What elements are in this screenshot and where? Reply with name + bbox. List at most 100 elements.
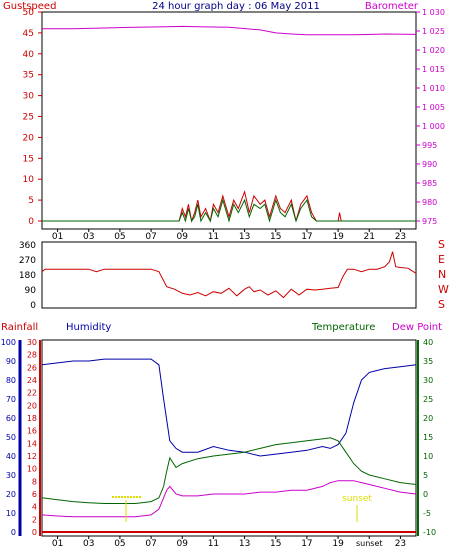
temperature-tick-label: 30: [423, 376, 433, 385]
temperature-tick-label: 10: [423, 452, 433, 461]
x-tick-label: 15: [270, 539, 281, 549]
x-tick-label: 23: [395, 232, 406, 242]
barometer-tick-label: 1 030: [422, 8, 445, 17]
panel3-frame: [41, 339, 417, 537]
humidity-tick-label: 90: [6, 357, 16, 366]
series-temperature-line: [41, 437, 417, 504]
gust-tick-label: 25: [23, 113, 34, 123]
barometer-tick-label: 1 000: [422, 122, 445, 131]
humidity-tick-label: 10: [6, 509, 16, 518]
temperature-tick-label: 0: [423, 490, 428, 499]
direction-tick-label: 360: [19, 241, 36, 251]
chart-title: 24 hour graph day : 06 May 2011: [152, 1, 320, 12]
panel2-frame: [41, 241, 417, 309]
series-wind-direction-line: [41, 251, 417, 299]
compass-letter: S: [438, 238, 445, 251]
temperature-tick-label: 20: [423, 414, 433, 423]
temperature-tick-label: 25: [423, 395, 433, 404]
rain-tick-label: 28: [27, 351, 37, 360]
gust-tick-label: 5: [28, 196, 34, 206]
direction-tick-label: 180: [19, 271, 36, 281]
humidity-tick-label: 50: [6, 433, 16, 442]
rain-tick-label: 16: [27, 427, 37, 436]
x-tick-label: sunset: [356, 539, 383, 548]
humidity-label: Humidity: [66, 322, 111, 333]
gust-tick-label: 15: [23, 154, 34, 164]
x-tick-label: 15: [270, 232, 281, 242]
temperature-tick-label: -10: [423, 528, 436, 537]
temperature-tick-label: 40: [423, 338, 433, 347]
x-tick-label: 01: [52, 539, 63, 549]
gust-tick-label: 20: [23, 133, 35, 143]
barometer-tick-label: 975: [422, 217, 437, 226]
gust-label: Gustspeed: [3, 1, 56, 12]
x-tick-label: 19: [332, 232, 344, 242]
barometer-label: Barometer: [365, 1, 419, 12]
compass-letter: E: [438, 253, 445, 266]
rain-tick-label: 30: [27, 338, 37, 347]
compass-letter: N: [438, 268, 446, 281]
humidity-tick-label: 40: [6, 452, 16, 461]
compass-letter: S: [438, 298, 445, 311]
compass-letter: W: [438, 283, 449, 296]
direction-tick-label: 90: [25, 286, 37, 296]
barometer-tick-label: 1 025: [422, 27, 445, 36]
rain-tick-label: 2: [32, 515, 37, 524]
x-tick-label: 21: [364, 232, 375, 242]
direction-axis-ticks: 360 270 180 90 0: [19, 241, 36, 311]
x-tick-label: 07: [145, 232, 156, 242]
humidity-tick-label: 0: [11, 528, 16, 537]
rain-tick-label: 22: [27, 389, 37, 398]
temperature-tick-label: 35: [423, 357, 433, 366]
series-barometer-line: [42, 25, 417, 36]
rainfall-label: Rainfall: [1, 322, 38, 333]
x-tick-label: 19: [332, 539, 344, 549]
gust-tick-label: 50: [23, 8, 35, 18]
temperature-tick-label: 15: [423, 433, 433, 442]
barometer-tick-label: 980: [422, 198, 437, 207]
humidity-tick-label: 70: [6, 395, 16, 404]
x-tick-label: 13: [239, 232, 250, 242]
x-tick-label: 11: [208, 232, 219, 242]
rain-tick-label: 26: [27, 363, 37, 372]
barometer-tick-label: 1 020: [422, 46, 445, 55]
x-tick-label: 01: [52, 232, 63, 242]
x-tick-label: 07: [145, 539, 156, 549]
temperature-tick-label: -5: [423, 509, 431, 518]
panel3-x-ticks: 01 03 05 07 09 11 13 15 17 19 sunset 23: [52, 536, 406, 549]
series-windspeed-line: [42, 198, 416, 223]
rain-tick-label: 4: [32, 503, 37, 512]
x-tick-label: 09: [177, 539, 189, 549]
sunset-label: sunset: [342, 494, 372, 504]
x-tick-label: 05: [114, 232, 125, 242]
gust-tick-label: 30: [23, 92, 35, 102]
barometer-tick-label: 990: [422, 160, 437, 169]
direction-tick-label: 0: [30, 301, 36, 311]
rain-tick-label: 18: [27, 414, 37, 423]
rain-tick-label: 20: [27, 401, 37, 410]
rain-tick-label: 12: [27, 452, 37, 461]
rain-tick-label: 0: [32, 528, 37, 537]
rain-tick-label: 24: [27, 376, 37, 385]
gust-tick-label: 35: [23, 71, 34, 81]
humidity-tick-label: 30: [6, 471, 16, 480]
gust-tick-label: 0: [28, 217, 34, 227]
barometer-tick-label: 1 005: [422, 103, 445, 112]
barometer-axis-ticks: 1 030 1 025 1 020 1 015 1 010 1 005 1 000 995 99…: [416, 8, 445, 226]
x-tick-label: 13: [239, 539, 250, 549]
humidity-tick-label: 60: [6, 414, 16, 423]
series-gustspeed-line: [42, 189, 416, 223]
x-tick-label: 03: [83, 539, 94, 549]
barometer-tick-label: 995: [422, 141, 437, 150]
gust-tick-label: 45: [23, 29, 34, 39]
panel1-x-ticks: 01 03 05 07 09 11 13 15 17 19 21 23: [52, 229, 406, 242]
series-layer: [41, 25, 417, 533]
humidity-tick-label: 100: [1, 338, 16, 347]
x-tick-label: 11: [208, 539, 219, 549]
x-tick-label: 17: [301, 539, 312, 549]
humidity-tick-label: 20: [6, 490, 16, 499]
